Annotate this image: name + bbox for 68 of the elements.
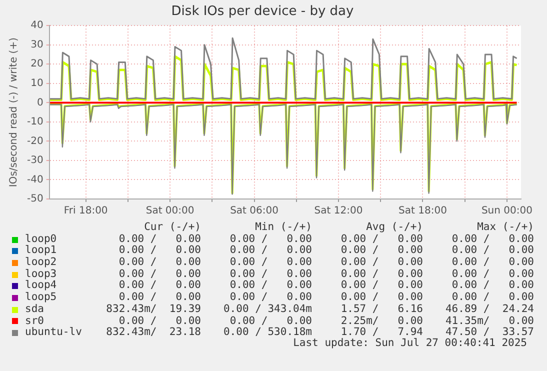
text: 0.00 / 0.00	[340, 232, 423, 245]
text: 0.00 / 0.00	[118, 244, 201, 257]
text: 0.00 / 0.00	[340, 244, 423, 257]
text: 1.70 / 7.94	[340, 326, 423, 338]
text: 0.00 / 343.04m	[222, 302, 312, 316]
text: 0.00 / 0.00	[450, 244, 534, 257]
text: 0.00 / 0.00	[228, 314, 312, 327]
text: 0.00 / 0.00	[228, 291, 312, 304]
text: 832.43m/ 23.18	[105, 326, 201, 339]
text: 0.00 / 0.00	[228, 279, 312, 292]
text: 0.00 / 0.00	[340, 256, 423, 269]
text: Last update: Sun Jul 27 00:40:41 2025	[293, 337, 527, 349]
y-tick-label: 30	[30, 39, 44, 50]
legend-label: loop0	[25, 232, 57, 245]
text: 0.00 / 0.00	[228, 256, 312, 269]
y-tick-label: 20	[30, 58, 44, 70]
x-tick-label: Sat 12:00	[314, 206, 363, 217]
x-tick-label: Sun 00:00	[481, 206, 532, 217]
text: 0.00 / 0.00	[118, 232, 201, 245]
legend-label: ubuntu-lv	[25, 326, 82, 339]
y-tick-label: -50	[26, 194, 44, 205]
text: Min (-/+)	[254, 221, 312, 234]
legend-label: sr0	[25, 314, 44, 327]
legend-label: loop4	[25, 279, 57, 292]
text: 0.00 / 0.00	[450, 256, 534, 269]
y-tick-label: -20	[26, 136, 44, 147]
text: 0.00 / 0.00	[340, 291, 423, 304]
text: 46.89 / 24.24	[444, 302, 534, 316]
text: 0.00 / 0.00	[118, 314, 201, 327]
text: 0.00 / 0.00	[340, 279, 423, 292]
y-tick-label: -40	[26, 174, 44, 186]
text: 2.25m/ 0.00	[340, 314, 423, 327]
y-tick-label: -10	[26, 116, 44, 128]
text: 0.00 / 0.00	[450, 279, 534, 292]
text: 0.00 / 0.00	[118, 256, 201, 269]
legend-label: sda	[25, 302, 44, 316]
text: 1.57 / 6.16	[340, 302, 423, 316]
text: 0.00 / 0.00	[450, 232, 534, 245]
text: 832.43m/ 19.39	[105, 302, 201, 316]
text: 0.00 / 0.00	[228, 268, 312, 280]
text: 0.00 / 0.00	[228, 232, 312, 245]
x-tick-label: Sat 00:00	[146, 206, 194, 217]
text: 0.00 / 0.00	[118, 279, 201, 292]
text: 0.00 / 0.00	[118, 268, 201, 280]
text: 0.00 / 530.18m	[222, 326, 312, 338]
y-tick-label: -30	[26, 155, 44, 166]
y-tick-label: 10	[30, 78, 44, 89]
y-tick-label: 0	[36, 97, 44, 108]
legend-label: loop2	[25, 256, 57, 269]
x-tick-label: Sat 18:00	[398, 206, 447, 217]
legend-label: loop1	[25, 244, 57, 257]
text: 0.00 / 0.00	[450, 291, 534, 304]
chart-title: Disk IOs per device - by day	[171, 4, 354, 20]
text: 47.50 / 33.57	[444, 326, 534, 338]
legend-label: loop5	[25, 291, 57, 304]
x-tick-label: Fri 18:00	[64, 206, 108, 217]
y-tick-label: 40	[30, 20, 44, 32]
legend-label: loop3	[25, 268, 57, 280]
text: 0.00 / 0.00	[118, 291, 201, 304]
text: Max (-/+)	[476, 221, 534, 234]
text: 0.00 / 0.00	[450, 268, 534, 280]
text: Cur (-/+)	[143, 221, 201, 234]
text: 0.00 / 0.00	[340, 268, 423, 280]
x-tick-label: Sat 06:00	[230, 206, 278, 217]
text: 41.35m/ 0.00	[444, 314, 534, 327]
y-axis-title: IOs/second read (-) / write (+)	[8, 37, 20, 188]
text: 0.00 / 0.00	[228, 244, 312, 257]
text: Avg (-/+)	[365, 221, 423, 234]
